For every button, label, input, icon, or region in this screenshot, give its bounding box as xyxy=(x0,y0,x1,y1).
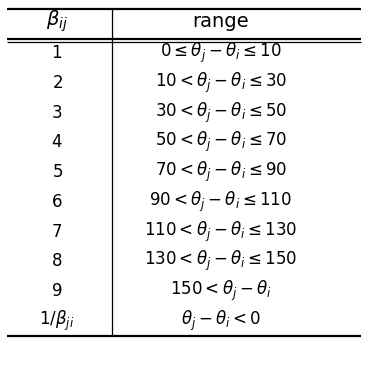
Text: $150 < \theta_j - \theta_i$: $150 < \theta_j - \theta_i$ xyxy=(170,279,272,303)
Text: $50 < \theta_j - \theta_i \leq 70$: $50 < \theta_j - \theta_i \leq 70$ xyxy=(155,130,287,154)
Text: $110 < \theta_j - \theta_i \leq 130$: $110 < \theta_j - \theta_i \leq 130$ xyxy=(144,220,297,243)
Text: $8$: $8$ xyxy=(52,252,63,270)
Text: $5$: $5$ xyxy=(52,163,63,181)
Text: $6$: $6$ xyxy=(51,193,63,211)
Text: $70 < \theta_j - \theta_i \leq 90$: $70 < \theta_j - \theta_i \leq 90$ xyxy=(155,160,287,184)
Text: $4$: $4$ xyxy=(51,133,63,151)
Text: $0 \leq \theta_j - \theta_i \leq 10$: $0 \leq \theta_j - \theta_i \leq 10$ xyxy=(160,41,282,65)
Text: $9$: $9$ xyxy=(52,282,63,300)
Text: $10 < \theta_j - \theta_i \leq 30$: $10 < \theta_j - \theta_i \leq 30$ xyxy=(155,71,287,95)
Text: $130 < \theta_j - \theta_i \leq 150$: $130 < \theta_j - \theta_i \leq 150$ xyxy=(144,249,297,273)
Text: $3$: $3$ xyxy=(52,104,63,122)
Text: $7$: $7$ xyxy=(52,223,63,240)
Text: $30 < \theta_j - \theta_i \leq 50$: $30 < \theta_j - \theta_i \leq 50$ xyxy=(155,101,287,125)
Text: $2$: $2$ xyxy=(52,74,63,92)
Text: $1$: $1$ xyxy=(52,44,63,62)
Text: $\beta_{ij}$: $\beta_{ij}$ xyxy=(46,9,68,34)
Text: $90 < \theta_j - \theta_i \leq 110$: $90 < \theta_j - \theta_i \leq 110$ xyxy=(149,190,292,214)
Text: $1/\beta_{ji}$: $1/\beta_{ji}$ xyxy=(39,309,75,333)
Text: $\theta_j - \theta_i < 0$: $\theta_j - \theta_i < 0$ xyxy=(181,309,261,333)
Text: range: range xyxy=(192,12,249,31)
